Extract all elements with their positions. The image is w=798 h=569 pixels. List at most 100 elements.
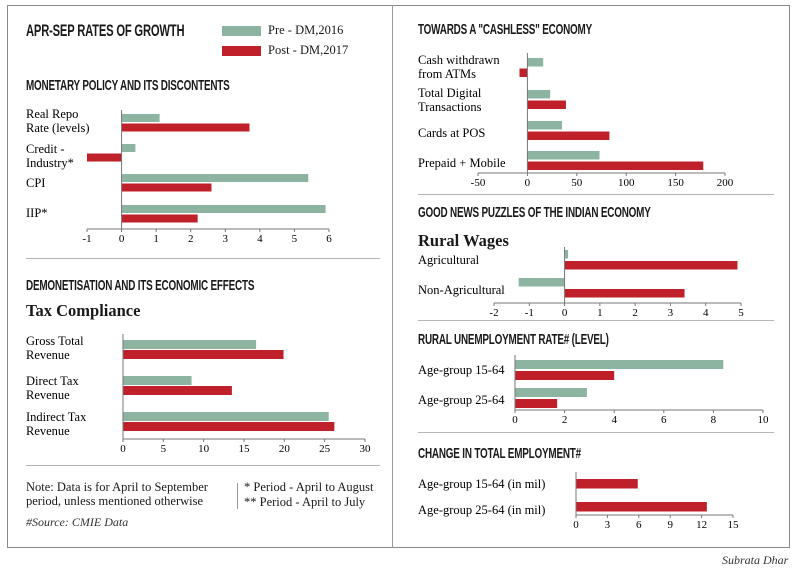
section-title-monetary: MONETARY POLICY AND ITS DISCONTENTS xyxy=(26,77,230,94)
category-label: Revenue xyxy=(26,348,70,362)
tick-label: 0 xyxy=(562,307,568,319)
tick-label: 3 xyxy=(605,519,611,531)
subtitle-rural-wages: Rural Wages xyxy=(418,231,509,250)
bar-tax-pre xyxy=(123,412,329,421)
bar-cashless-pre xyxy=(527,151,600,160)
tick-label: 0 xyxy=(119,233,125,245)
legend-swatch-post xyxy=(222,46,261,56)
tick-label: 30 xyxy=(360,443,372,455)
tick-label: -1 xyxy=(82,233,91,245)
divider xyxy=(418,194,774,195)
bar-monetary-pre xyxy=(121,174,309,182)
tick-label: 2 xyxy=(562,414,568,426)
tick-label: -1 xyxy=(525,307,534,319)
tick-label: 20 xyxy=(279,443,291,455)
tick-label: 15 xyxy=(239,443,251,455)
bar-cashless-pre xyxy=(527,90,551,99)
bar-tax-pre xyxy=(123,376,192,385)
bar-cashless-post xyxy=(527,100,566,109)
bar-wages-post xyxy=(564,289,685,298)
bar-cashless-post xyxy=(527,131,610,140)
tick-label: 10 xyxy=(198,443,210,455)
section-title-cashless: TOWARDS A "CASHLESS" ECONOMY xyxy=(418,21,592,38)
bar-unemployment-post xyxy=(515,371,615,380)
category-label: from ATMs xyxy=(418,67,476,81)
category-label: IIP* xyxy=(26,206,48,220)
tick-label: -2 xyxy=(489,307,498,319)
bar-monetary-pre xyxy=(121,144,136,152)
tick-label: 100 xyxy=(618,177,635,189)
tick-label: 3 xyxy=(668,307,674,319)
section-title-goodnews: GOOD NEWS PUZZLES OF THE INDIAN ECONOMY xyxy=(418,204,651,221)
tick-label: 25 xyxy=(319,443,331,455)
tick-label: 3 xyxy=(223,233,229,245)
bar-tax-post xyxy=(123,350,284,359)
category-label: Revenue xyxy=(26,424,70,438)
tick-label: 0 xyxy=(525,177,531,189)
subtitle-tax-compliance: Tax Compliance xyxy=(26,301,141,320)
section-title-employment: CHANGE IN TOTAL EMPLOYMENT# xyxy=(418,445,581,462)
bar-cashless-post xyxy=(527,161,704,170)
bar-wages-post xyxy=(564,261,738,270)
category-label: Non-Agricultural xyxy=(418,283,505,297)
tick-label: 5 xyxy=(161,443,167,455)
section-title-demonetisation: DEMONETISATION AND ITS ECONOMIC EFFECTS xyxy=(26,277,255,294)
category-label: Age-group 25-64 xyxy=(418,393,505,407)
category-label: Industry* xyxy=(26,156,74,170)
bar-tax-post xyxy=(123,422,335,431)
category-label: Agricultural xyxy=(418,253,480,267)
category-label: Credit - xyxy=(26,142,65,156)
note-line-1: Note: Data is for April to September xyxy=(26,480,208,494)
bar-monetary-post xyxy=(121,123,250,132)
category-label: Prepaid + Mobile xyxy=(418,156,506,170)
legend-swatch-pre xyxy=(222,26,261,36)
category-label: Direct Tax xyxy=(26,374,79,388)
bar-cashless-post xyxy=(519,68,528,77)
category-label: Age-group 25-64 (in mil) xyxy=(418,503,545,517)
divider xyxy=(26,465,380,466)
author-credit: Subrata Dhar xyxy=(722,553,789,567)
tick-label: 0 xyxy=(512,414,518,426)
divider xyxy=(26,258,380,259)
footnote-2: ** Period - April to July xyxy=(244,495,366,509)
bar-cashless-pre xyxy=(527,58,544,67)
bar-employment-post xyxy=(576,479,638,489)
category-label: Age-group 15-64 xyxy=(418,363,505,377)
bar-monetary-pre xyxy=(121,205,326,213)
bar-unemployment-pre xyxy=(515,360,724,369)
category-label: Age-group 15-64 (in mil) xyxy=(418,477,545,491)
tick-label: 4 xyxy=(703,307,709,319)
tick-label: -50 xyxy=(471,177,486,189)
tick-label: 0 xyxy=(573,519,579,531)
bar-monetary-post xyxy=(121,183,212,192)
category-label: CPI xyxy=(26,176,45,190)
column-divider xyxy=(392,5,393,548)
section-title-unemployment: RURAL UNEMPLOYMENT RATE# (LEVEL) xyxy=(418,331,609,348)
tick-label: 12 xyxy=(696,519,707,531)
tick-label: 4 xyxy=(611,414,617,426)
tick-label: 0 xyxy=(120,443,126,455)
category-label: Cash withdrawn xyxy=(418,53,500,67)
legend-label-pre: Pre - DM,2016 xyxy=(268,23,344,37)
category-label: Rate (levels) xyxy=(26,121,90,135)
note-line-2: period, unless mentioned otherwise xyxy=(26,494,204,508)
bar-employment-post xyxy=(576,502,707,512)
tick-label: 1 xyxy=(597,307,603,319)
source-note: #Source: CMIE Data xyxy=(26,515,129,529)
category-label: Revenue xyxy=(26,388,70,402)
tick-label: 15 xyxy=(728,519,740,531)
tick-label: 4 xyxy=(257,233,263,245)
legend-label-post: Post - DM,2017 xyxy=(268,43,349,57)
bar-wages-pre xyxy=(518,278,565,287)
tick-label: 10 xyxy=(758,414,770,426)
divider xyxy=(418,432,774,433)
category-label: Gross Total xyxy=(26,334,84,348)
bar-unemployment-pre xyxy=(515,388,587,397)
note-divider xyxy=(237,483,238,509)
tick-label: 5 xyxy=(292,233,298,245)
bar-monetary-post xyxy=(87,153,122,162)
tick-label: 2 xyxy=(188,233,194,245)
divider xyxy=(418,320,774,321)
bar-wages-pre xyxy=(564,250,569,259)
